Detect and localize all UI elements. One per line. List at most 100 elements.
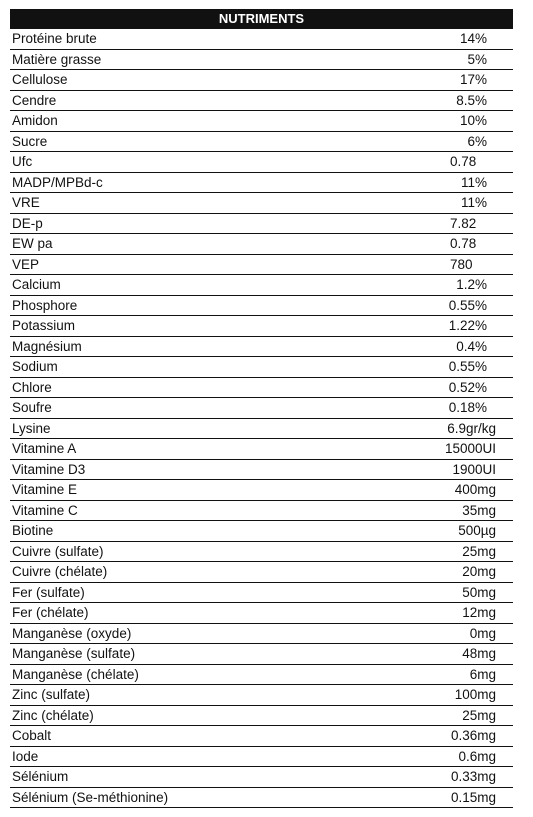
- table-body: Protéine brute 14% Matière grasse 5% Cellulo…: [10, 29, 513, 808]
- table-row: Cuivre (sulfate) 25mg: [10, 542, 513, 562]
- nutrient-name: Cobalt: [12, 728, 52, 743]
- table-row: Cobalt 0.36mg: [10, 726, 513, 747]
- nutrient-name: Sélénium (Se-méthionine): [12, 789, 169, 805]
- nutrient-name: Fer (sulfate): [12, 584, 85, 600]
- table-row: Amidon 10%: [10, 111, 513, 132]
- table-row: Sélénium 0.33mg: [10, 767, 513, 788]
- nutrient-value: 100mg: [454, 687, 496, 702]
- nutrient-name: Vitamine E: [12, 482, 78, 497]
- table-row: Cuivre (chélate) 20mg: [10, 562, 513, 583]
- table-row: DE-p 7.82: [10, 214, 513, 234]
- nutrient-value: 17%: [459, 72, 487, 87]
- nutrient-value: 11%: [460, 195, 487, 210]
- nutrient-name: Amidon: [12, 113, 58, 128]
- nutrient-name: Cellulose: [12, 72, 68, 87]
- nutrient-value: 48mg: [462, 646, 496, 661]
- table-row: Vitamine C 35mg: [10, 501, 513, 521]
- nutrient-value: 6mg: [469, 666, 496, 682]
- nutrient-value: 15000UI: [444, 441, 496, 456]
- table-row: Manganèse (sulfate) 48mg: [10, 644, 513, 665]
- nutrient-name: VEP: [12, 256, 40, 272]
- nutrient-name: Calcium: [12, 277, 61, 292]
- table-row: Manganèse (oxyde) 0mg: [10, 624, 513, 644]
- nutrient-name: Phosphore: [12, 297, 78, 313]
- table-row: Ufc 0.78: [10, 152, 513, 173]
- table-row: Zinc (sulfate) 100mg: [10, 685, 513, 706]
- nutrient-value: 0mg: [469, 625, 496, 641]
- table-row: VEP 780: [10, 255, 513, 275]
- nutrient-name: Manganèse (oxyde): [12, 625, 132, 641]
- nutrient-value: 0.15mg: [450, 789, 496, 805]
- nutrient-value: 1.2%: [456, 277, 487, 292]
- nutrient-value: 6%: [467, 133, 487, 149]
- nutrient-name: Sucre: [12, 133, 48, 149]
- nutrient-value: 0.78: [450, 154, 477, 169]
- table-row: Manganèse (chélate) 6mg: [10, 665, 513, 685]
- table-row: VRE 11%: [10, 193, 513, 214]
- nutrient-name: Ufc: [12, 154, 33, 169]
- nutrient-name: Cuivre (chélate): [12, 564, 108, 579]
- table-row: Fer (chélate) 12mg: [10, 603, 513, 624]
- table-row: Soufre 0.18%: [10, 398, 513, 419]
- nutrient-name: VRE: [12, 195, 40, 210]
- nutrient-name: Cuivre (sulfate): [12, 543, 104, 559]
- table-row: Cellulose 17%: [10, 70, 513, 91]
- nutrient-value: 12mg: [462, 605, 496, 620]
- nutrient-name: Protéine brute: [12, 31, 97, 46]
- nutrient-name: Lysine: [12, 420, 51, 436]
- nutrient-table: NUTRIMENTS Protéine brute 14% Matière gras…: [10, 9, 513, 808]
- nutrient-value: 50mg: [462, 584, 496, 600]
- nutrient-value: 0.78: [450, 236, 477, 251]
- nutrient-value: 7.82: [450, 215, 477, 231]
- nutrient-name: Manganèse (sulfate): [12, 646, 136, 661]
- nutrient-value: 0.6mg: [458, 748, 496, 764]
- nutrient-name: Manganèse (chélate): [12, 666, 139, 682]
- nutrient-name: Magnésium: [12, 338, 82, 354]
- table-row: Chlore 0.52%: [10, 378, 513, 398]
- nutrient-value: 20mg: [462, 564, 496, 579]
- table-row: Vitamine D3 1900UI: [10, 460, 513, 480]
- table-row: EW pa 0.78: [10, 234, 513, 255]
- nutrient-value: 0.33mg: [450, 769, 496, 784]
- table-row: Potassium 1.22%: [10, 316, 513, 337]
- table-row: Sélénium (Se-méthionine) 0.15mg: [10, 788, 513, 808]
- nutrient-name: Potassium: [12, 318, 76, 333]
- nutrient-name: Vitamine C: [12, 502, 78, 518]
- table-row: Biotine 500µg: [10, 521, 513, 542]
- nutrient-value: 0.4%: [456, 338, 487, 354]
- table-row: Magnésium 0.4%: [10, 337, 513, 357]
- nutrient-name: Biotine: [12, 523, 54, 538]
- table-row: Phosphore 0.55%: [10, 296, 513, 316]
- nutrient-name: Matière grasse: [12, 51, 102, 67]
- table-row: Sodium 0.55%: [10, 357, 513, 378]
- nutrient-name: Zinc (chélate): [12, 707, 94, 723]
- table-row: Zinc (chélate) 25mg: [10, 706, 513, 726]
- nutrient-value: 0.52%: [448, 379, 487, 395]
- nutrient-value: 8.5%: [456, 92, 487, 108]
- nutrient-value: 500µg: [458, 523, 496, 538]
- nutrient-name: Zinc (sulfate): [12, 687, 91, 702]
- table-row: Lysine 6.9gr/kg: [10, 419, 513, 439]
- nutrient-value: 14%: [459, 31, 487, 46]
- nutrient-value: 25mg: [462, 707, 496, 723]
- table-row: Iode 0.6mg: [10, 747, 513, 767]
- nutrient-value: 1900UI: [452, 461, 496, 477]
- nutrient-value: 25mg: [462, 543, 496, 559]
- nutrient-name: Cendre: [12, 92, 57, 108]
- nutrient-value: 5%: [467, 51, 487, 67]
- nutrient-name: Vitamine D3: [12, 461, 86, 477]
- nutrient-name: EW pa: [12, 236, 53, 251]
- table-row: Vitamine E 400mg: [10, 480, 513, 501]
- nutrient-name: Sélénium: [12, 769, 69, 784]
- table-row: Cendre 8.5%: [10, 91, 513, 111]
- nutrient-name: Vitamine A: [12, 441, 77, 456]
- nutrient-value: 11%: [460, 174, 487, 190]
- nutrient-name: Chlore: [12, 379, 52, 395]
- nutrient-name: Soufre: [12, 400, 52, 415]
- nutrient-value: 35mg: [462, 502, 496, 518]
- table-row: Vitamine A 15000UI: [10, 439, 513, 460]
- nutrient-value: 0.55%: [448, 359, 487, 374]
- table-row: Fer (sulfate) 50mg: [10, 583, 513, 603]
- nutrient-name: Fer (chélate): [12, 605, 89, 620]
